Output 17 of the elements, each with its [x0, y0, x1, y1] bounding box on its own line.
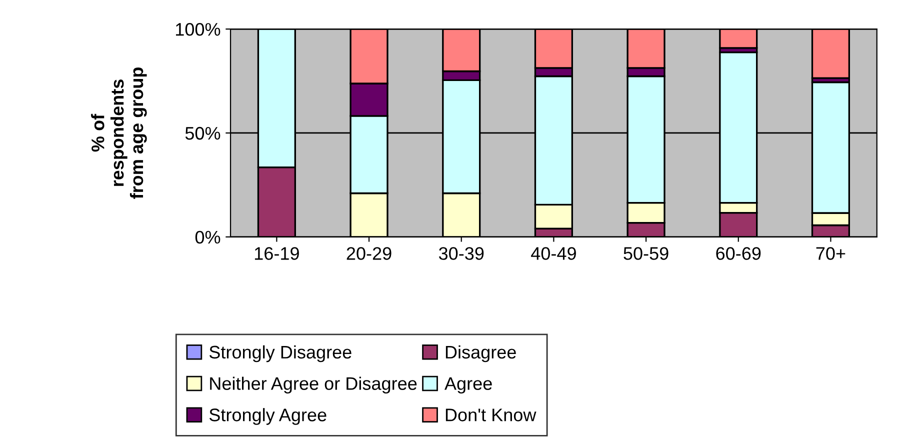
x-tick-label: 70+ — [816, 247, 846, 260]
x-tick-label: 60-69 — [716, 247, 761, 260]
legend-label: Strongly Disagree — [209, 345, 352, 362]
legend-label: Neither Agree or Disagree — [210, 376, 417, 394]
legend-label: Disagree — [446, 345, 516, 362]
x-tick-label: 30-39 — [438, 247, 484, 260]
y-tick-label: 100% — [176, 22, 220, 36]
x-tick-label: 20-29 — [346, 247, 392, 260]
x-tick-label: 50-59 — [624, 247, 668, 260]
legend-label: Strongly Agree — [209, 408, 326, 425]
y-tick-label: 50% — [185, 126, 220, 140]
legend-label: Agree — [444, 377, 492, 394]
y-tick-label: 0% — [195, 230, 220, 244]
legend-label: Don't Know — [446, 408, 536, 422]
x-tick-label: 16-19 — [254, 247, 299, 260]
y-axis-title: % of respondents from age group — [91, 68, 147, 199]
x-tick-label: 40-49 — [531, 247, 576, 260]
